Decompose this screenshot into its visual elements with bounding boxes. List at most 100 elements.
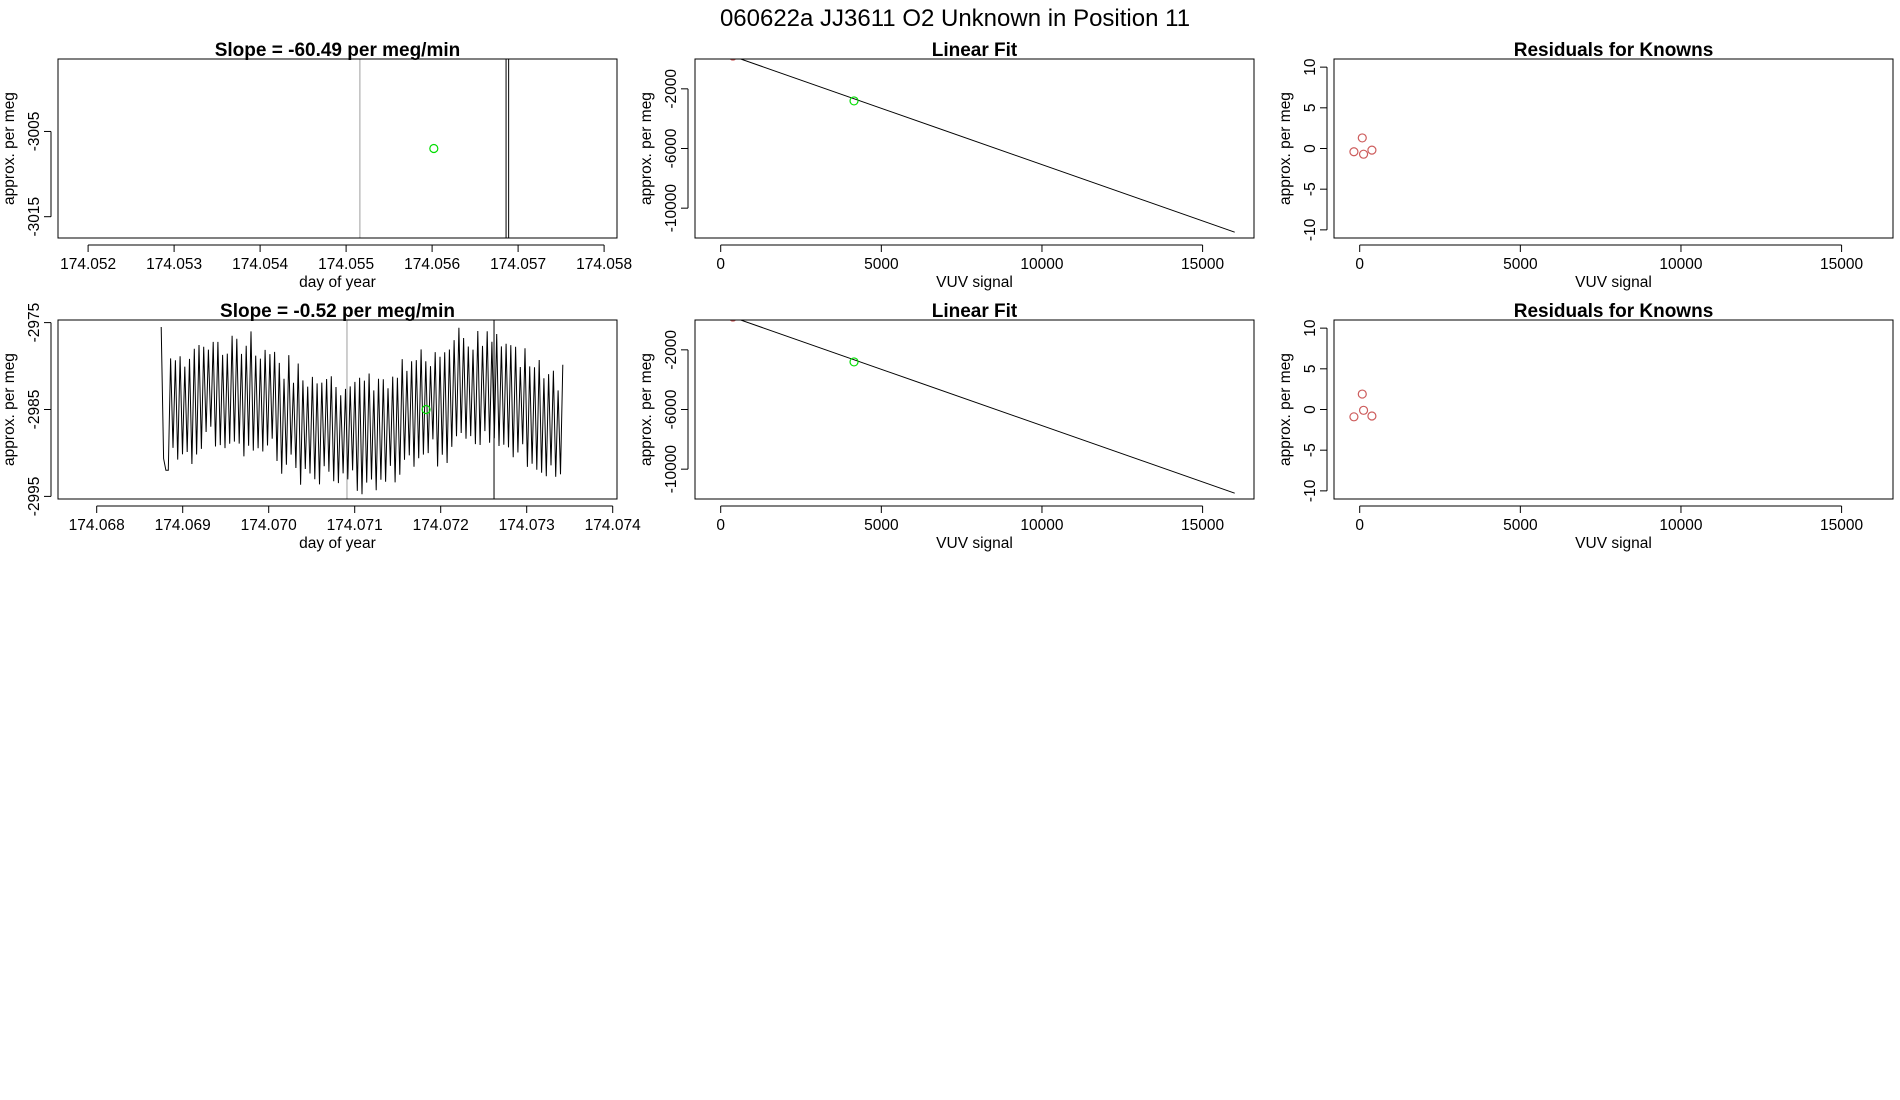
unknown-point: [429, 143, 439, 154]
plot-frame: [694, 58, 1255, 239]
x-tick-label: 10000: [1659, 256, 1702, 273]
plot-frame: [1333, 58, 1894, 239]
plot-area: [160, 320, 564, 499]
y-tick-label: 5: [1302, 365, 1319, 374]
x-tick-label: 174.052: [60, 256, 116, 273]
x-tick-label: 174.056: [404, 256, 460, 273]
panel-title: Residuals for Knowns: [1514, 301, 1714, 322]
panel-res2: Residuals for Knowns 0 5000 10000 15000 VUV s…: [1277, 301, 1894, 552]
figure-title: 060622a JJ3611 O2 Unknown in Position 11: [720, 5, 1190, 32]
x-axis-label: VUV signal: [936, 535, 1013, 552]
known-point: [1367, 411, 1377, 421]
y-tick-label: -6000: [663, 128, 680, 168]
panel-res1: Residuals for Knowns 0 5000 10000 15000 VUV s…: [1277, 40, 1894, 291]
x-tick-label: 174.068: [69, 517, 125, 534]
y-tick-label: -2995: [26, 477, 43, 517]
plot-frame: [694, 319, 1255, 500]
x-axis-label: VUV signal: [1575, 274, 1652, 291]
panel-title: Linear Fit: [932, 301, 1018, 322]
known-point: [729, 320, 737, 322]
y-tick-label: -5: [1302, 443, 1319, 457]
y-tick-label: 5: [1302, 104, 1319, 113]
y-tick-label: -2975: [26, 303, 43, 343]
x-axis-label: VUV signal: [1575, 535, 1652, 552]
x-tick-label: 0: [1355, 256, 1364, 273]
x-tick-label: 174.054: [232, 256, 288, 273]
x-tick-label: 0: [716, 517, 725, 534]
x-tick-label: 15000: [1181, 517, 1224, 534]
y-tick-label: -6000: [663, 389, 680, 429]
known-point: [729, 59, 737, 61]
y-tick-label: -2985: [26, 390, 43, 430]
x-tick-label: 15000: [1820, 517, 1863, 534]
x-tick-label: 174.057: [490, 256, 546, 273]
panel-title: Slope = -0.52 per meg/min: [220, 301, 455, 322]
x-axis-label: day of year: [299, 535, 376, 552]
x-tick-label: 10000: [1020, 256, 1063, 273]
unknown-point: [849, 357, 859, 367]
y-tick-label: -10000: [663, 445, 680, 494]
plot-area: [711, 46, 1235, 233]
known-point: [711, 307, 719, 315]
plot-area: [359, 59, 510, 238]
x-tick-label: 10000: [1020, 517, 1063, 534]
data-trace: [160, 326, 564, 495]
x-tick-label: 174.069: [155, 517, 211, 534]
y-axis-label: approx. per meg: [1, 353, 18, 466]
y-tick-label: -3005: [26, 112, 43, 152]
fit-line: [739, 59, 1235, 233]
plot-area: [711, 307, 1235, 494]
plot-frame: [57, 58, 618, 239]
x-axis-label: day of year: [299, 274, 376, 291]
x-tick-label: 5000: [1503, 256, 1538, 273]
x-axis-label: VUV signal: [936, 274, 1013, 291]
known-point: [721, 310, 729, 318]
x-tick-label: 174.072: [413, 517, 469, 534]
x-tick-label: 174.070: [241, 517, 297, 534]
x-tick-label: 5000: [864, 517, 899, 534]
y-axis-label: approx. per meg: [638, 353, 655, 466]
unknown-point: [421, 404, 431, 415]
x-tick-label: 174.053: [146, 256, 202, 273]
y-tick-label: 10: [1302, 58, 1319, 76]
y-axis-label: approx. per meg: [1277, 353, 1294, 466]
y-tick-label: 10: [1302, 319, 1319, 337]
plot-area: [1349, 133, 1377, 159]
x-tick-label: 174.073: [499, 517, 555, 534]
x-tick-label: 5000: [1503, 517, 1538, 534]
fit-line: [739, 320, 1235, 494]
plot-frame: [1333, 319, 1894, 500]
x-tick-label: 174.055: [318, 256, 374, 273]
y-tick-label: -2000: [663, 330, 680, 370]
y-tick-label: -10: [1302, 218, 1319, 241]
x-tick-label: 0: [716, 256, 725, 273]
panel-ts1: Slope = -60.49 per meg/min 174.052 174.053…: [1, 40, 632, 291]
panel-title: Linear Fit: [932, 40, 1018, 61]
known-point: [1367, 145, 1377, 155]
panel-fit1: Linear Fit 0 5000 10000 15000 VUV signal -1000…: [638, 40, 1255, 291]
x-tick-label: 0: [1355, 517, 1364, 534]
x-tick-label: 5000: [864, 256, 899, 273]
known-point: [1349, 412, 1359, 422]
panel-title: Residuals for Knowns: [1514, 40, 1714, 61]
x-tick-label: 174.071: [327, 517, 383, 534]
y-axis-label: approx. per meg: [638, 92, 655, 205]
y-tick-label: -10: [1302, 479, 1319, 502]
known-point: [721, 49, 729, 57]
known-point: [1358, 149, 1369, 159]
panel-ts2: Slope = -0.52 per meg/min 174.068 174.069 1…: [1, 301, 641, 552]
plot-area: [1349, 389, 1377, 422]
panel-title: Slope = -60.49 per meg/min: [215, 40, 461, 61]
y-axis-label: approx. per meg: [1277, 92, 1294, 205]
x-tick-label: 10000: [1659, 517, 1702, 534]
known-point: [711, 46, 719, 54]
known-point: [1357, 133, 1367, 143]
y-tick-label: -3015: [26, 197, 43, 237]
unknown-point: [849, 96, 859, 106]
known-point: [1357, 389, 1367, 399]
y-tick-label: 0: [1302, 405, 1319, 414]
y-axis-label: approx. per meg: [1, 92, 18, 205]
x-tick-label: 174.074: [585, 517, 641, 534]
y-tick-label: -10000: [663, 184, 680, 233]
